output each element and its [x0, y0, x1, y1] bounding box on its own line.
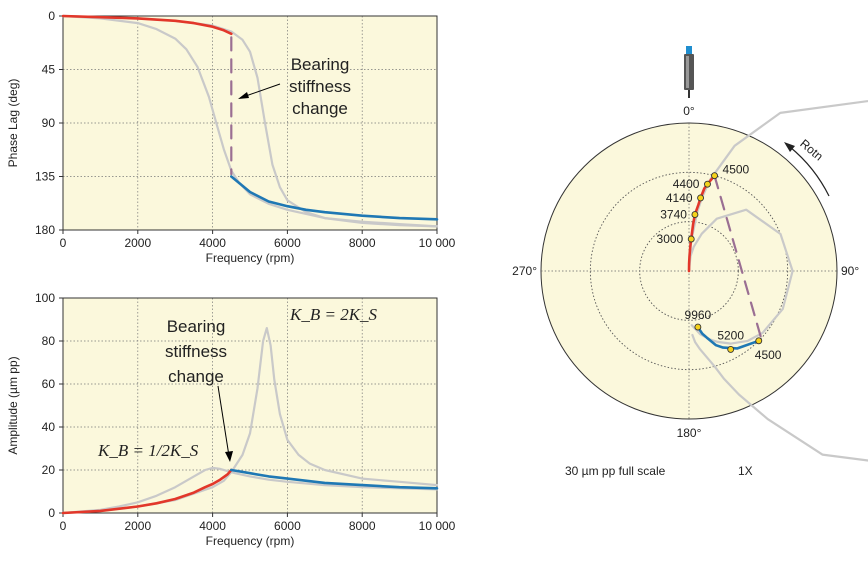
- polar-series-dash-line: [713, 174, 763, 340]
- polar-point: [697, 194, 705, 202]
- phase-xtick-label: 4000: [199, 236, 226, 250]
- amplitude-ytick-label: 80: [42, 334, 56, 348]
- amplitude-ytick-label: 40: [42, 420, 56, 434]
- probe-icon: [684, 46, 694, 98]
- polar-point: [727, 345, 735, 353]
- phase-annot-arrowhead: [238, 92, 249, 99]
- amp-annot-arrowhead: [225, 451, 233, 462]
- phase-chart: 0 2000 4000 6000 8000 10 000 0 45 90 135 180 Freque…: [6, 9, 456, 265]
- polar-angle-label-180: 180°: [677, 426, 702, 440]
- amplitude-xtick-label: 4000: [199, 519, 226, 533]
- amplitude-xlabel: Frequency (rpm): [206, 534, 295, 548]
- polar-point-label: 4500: [755, 348, 782, 362]
- phase-xtick-label: 2000: [124, 236, 151, 250]
- polar-mode-label: 1X: [738, 464, 753, 478]
- kb-high-label: K_B = 2K_S: [289, 305, 378, 324]
- phase-annot-line1: Bearing: [291, 55, 350, 74]
- phase-xtick-label: 0: [60, 236, 67, 250]
- amplitude-ytick-label: 100: [35, 291, 55, 305]
- polar-point: [694, 323, 702, 331]
- polar-angle-label-90: 90°: [841, 264, 859, 278]
- phase-xtick-label: 8000: [349, 236, 376, 250]
- polar-angle-label-0: 0°: [683, 104, 695, 118]
- rotation-arrowhead: [784, 142, 795, 152]
- polar-point-label: 9960: [685, 308, 712, 322]
- polar-point-label: 3740: [660, 208, 687, 222]
- amplitude-series-red-line: [61, 468, 233, 515]
- polar-point: [691, 211, 699, 219]
- amplitude-ytick-label: 20: [42, 463, 56, 477]
- amplitude-xtick-label: 6000: [274, 519, 301, 533]
- amplitude-ytick-label: 60: [42, 377, 56, 391]
- polar-point: [755, 337, 763, 345]
- polar-point-label: 4500: [723, 163, 750, 177]
- polar-series-blue-line: [696, 325, 761, 350]
- amplitude-series-gray-line: [61, 466, 439, 515]
- amplitude-series-blue-line: [230, 468, 439, 490]
- phase-series-blue-line: [230, 175, 439, 221]
- amplitude-annotation: Bearing stiffness change K_B = 1/2K_S K_…: [97, 305, 378, 462]
- polar-point: [687, 235, 695, 243]
- polar-scale-label: 30 µm pp full scale: [565, 464, 666, 478]
- polar-point-label: 5200: [717, 328, 744, 342]
- phase-annot-line2: stiffness: [289, 77, 351, 96]
- phase-annotation: Bearing stiffness change: [238, 55, 351, 118]
- polar-series-gray-line: [687, 99, 868, 462]
- amp-annot-line1: Bearing: [167, 317, 226, 336]
- amplitude-xtick-label: 2000: [124, 519, 151, 533]
- amp-annot-line3: change: [168, 367, 224, 386]
- phase-ytick-label: 0: [48, 9, 55, 23]
- phase-annot-line3: change: [292, 99, 348, 118]
- phase-xtick-label: 10 000: [419, 236, 456, 250]
- amplitude-xtick-label: 10 000: [419, 519, 456, 533]
- phase-ytick-label: 45: [42, 63, 56, 77]
- rotation-label: Rotn: [797, 136, 825, 163]
- phase-ytick-label: 135: [35, 170, 55, 184]
- phase-xlabel: Frequency (rpm): [206, 251, 295, 265]
- phase-ylabel: Phase Lag (deg): [6, 79, 20, 168]
- polar-series-gray-line: [687, 208, 794, 345]
- amplitude-ylabel: Amplitude (µm pp): [6, 356, 20, 454]
- polar-point-label: 4400: [673, 177, 700, 191]
- amp-annot-line2: stiffness: [165, 342, 227, 361]
- amplitude-frame: [62, 297, 438, 514]
- phase-ytick-label: 90: [42, 116, 56, 130]
- amplitude-ytick-label: 0: [48, 506, 55, 520]
- amplitude-chart: 0 2000 4000 6000 8000 10 000 0 20 40 60 80 100 Frequ…: [6, 291, 456, 548]
- polar-point: [711, 172, 718, 180]
- phase-ytick-label: 180: [35, 223, 55, 237]
- amplitude-xtick-label: 8000: [349, 519, 376, 533]
- phase-frame: [62, 15, 438, 231]
- polar-point: [704, 180, 711, 188]
- polar-series-red-line: [687, 174, 716, 273]
- rotation-arrow: [789, 146, 830, 197]
- phase-xtick-label: 6000: [274, 236, 301, 250]
- phase-series-red-line: [61, 14, 233, 36]
- polar-point-label: 4140: [666, 191, 693, 205]
- polar-angle-label-270: 270°: [512, 264, 537, 278]
- polar-point-label: 3000: [657, 232, 684, 246]
- kb-low-label: K_B = 1/2K_S: [97, 441, 199, 460]
- amplitude-xtick-label: 0: [60, 519, 67, 533]
- amp-annot-arrow: [217, 385, 230, 457]
